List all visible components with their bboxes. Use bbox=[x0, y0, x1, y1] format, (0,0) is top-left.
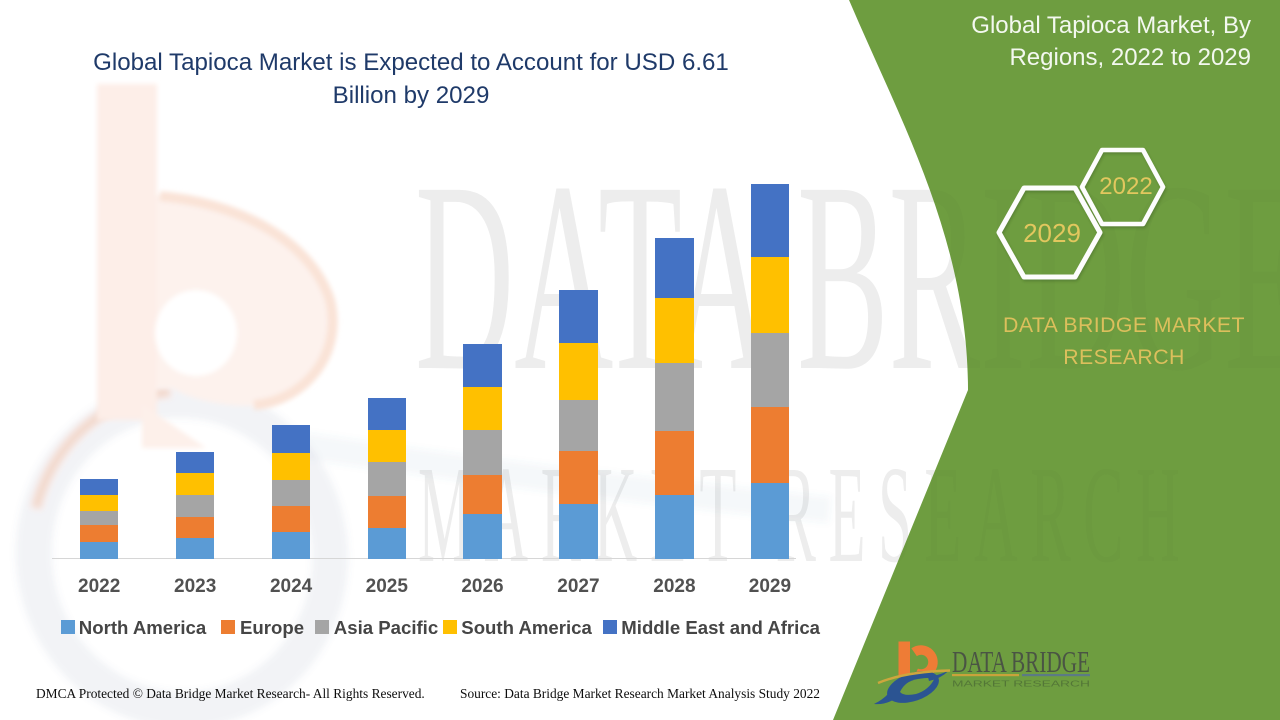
svg-text:DATA BRIDGE: DATA BRIDGE bbox=[952, 645, 1090, 679]
svg-text:MARKET RESEARCH: MARKET RESEARCH bbox=[952, 679, 1090, 689]
